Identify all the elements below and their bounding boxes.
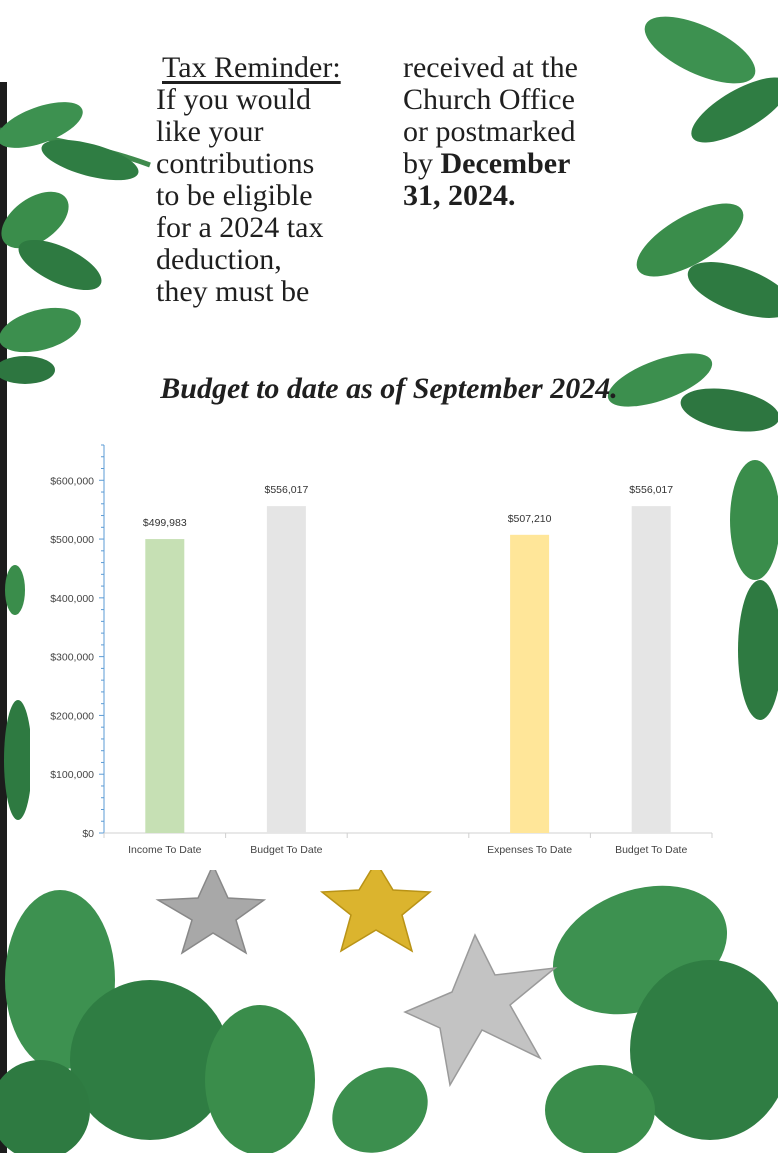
x-category-label: Budget To Date <box>250 844 322 856</box>
bottom-center-branch-icon <box>332 1067 428 1153</box>
bar-value-label: $556,017 <box>265 484 309 496</box>
y-tick-label: $200,000 <box>50 710 94 722</box>
bar <box>510 534 550 833</box>
gold-star-icon <box>319 860 432 953</box>
reminder-line-deadline-date: 31, 2024. <box>403 180 633 212</box>
reminder-line: to be eligible <box>156 179 313 212</box>
y-tick-label: $0 <box>82 828 94 840</box>
bar <box>631 506 671 833</box>
left-border-bar <box>0 82 7 1153</box>
reminder-line: If you would <box>156 83 311 116</box>
bottom-left-branch-icon <box>0 890 315 1153</box>
deadline-date: 31, 2024. <box>403 179 516 212</box>
y-tick-label: $400,000 <box>50 593 94 605</box>
x-category-label: Expenses To Date <box>487 844 572 856</box>
reminder-right-column: received at the Church Office or postmar… <box>403 52 633 212</box>
bar-value-label: $507,210 <box>508 513 552 525</box>
budget-title: Budget to date as of September 2024. <box>160 372 618 405</box>
x-category-label: Income To Date <box>128 844 202 856</box>
reminder-line: for a 2024 tax <box>156 211 324 244</box>
reminder-line: Church Office <box>403 83 575 116</box>
y-tick-label: $500,000 <box>50 534 94 546</box>
x-category-label: Budget To Date <box>615 844 687 856</box>
reminder-line: contributions <box>156 147 315 180</box>
budget-chart: $0 $100,000 $200,000 $300,000 $400,000 $500,0… <box>30 441 730 870</box>
y-tick-label: $100,000 <box>50 769 94 781</box>
reminder-heading: Tax Reminder: <box>162 51 341 84</box>
right-edge-branch-icon <box>730 460 778 720</box>
reminder-line: or postmarked <box>403 115 576 148</box>
deadline-month: December <box>440 147 571 180</box>
bottom-right-branch-icon <box>545 885 778 1153</box>
top-right-branch-icon <box>607 16 778 432</box>
reminder-left-column: Tax Reminder: If you would like your con… <box>156 52 366 308</box>
silver-star-large-icon <box>403 933 558 1088</box>
bar <box>266 506 306 833</box>
y-tick-label: $600,000 <box>50 475 94 487</box>
reminder-line: deduction, <box>156 243 282 276</box>
reminder-line: they must be <box>156 275 310 308</box>
budget-chart-svg: $0 $100,000 $200,000 $300,000 $400,000 $500,0… <box>50 444 713 856</box>
silver-star-small-icon <box>155 863 267 955</box>
bar-value-label: $556,017 <box>629 484 673 496</box>
reminder-line-deadline: by December <box>403 148 633 180</box>
reminder-by-text: by <box>403 147 441 180</box>
bar-value-label: $499,983 <box>143 517 187 529</box>
reminder-line: received at the <box>403 51 578 84</box>
left-edge-branch-icon <box>4 565 32 820</box>
bar <box>145 539 185 833</box>
reminder-line: like your <box>156 115 264 148</box>
top-left-branch-icon <box>0 102 151 384</box>
y-tick-label: $300,000 <box>50 652 94 664</box>
